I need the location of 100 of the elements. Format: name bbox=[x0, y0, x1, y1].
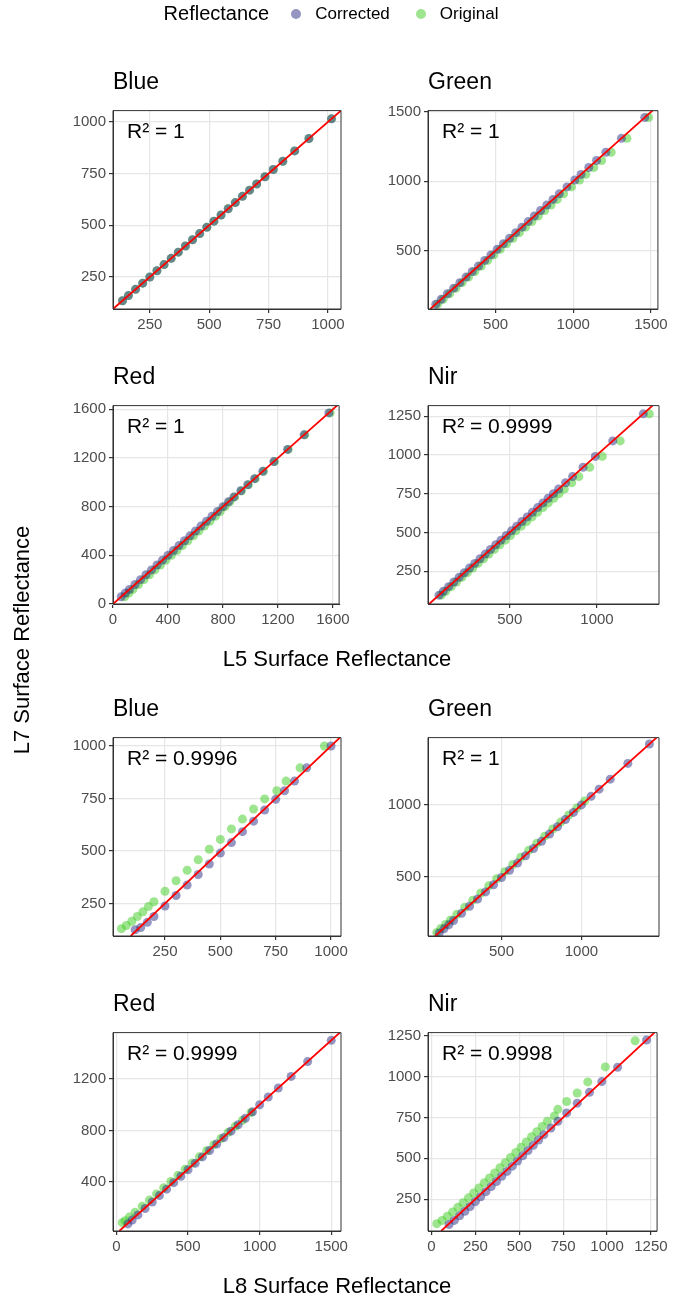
y-tick-label: 1000 bbox=[387, 795, 421, 813]
y-tick-label: 250 bbox=[395, 1189, 421, 1207]
x-tick-label: 1500 bbox=[634, 315, 668, 333]
chart-title: Green bbox=[428, 695, 492, 722]
chart-title: Nir bbox=[428, 363, 458, 390]
point bbox=[249, 804, 259, 814]
y-tick-label: 500 bbox=[395, 1148, 421, 1166]
y-axis-title: L7 Surface Reflectance bbox=[9, 525, 35, 755]
x-tick-label: 500 bbox=[489, 942, 515, 960]
point bbox=[193, 855, 203, 865]
y-tick-label: 0 bbox=[97, 594, 106, 612]
y-tick-label: 500 bbox=[80, 841, 106, 859]
x-tick-label: 1000 bbox=[564, 942, 599, 960]
y-tick-label: 1200 bbox=[72, 1069, 106, 1087]
x-tick-label: 750 bbox=[550, 1237, 576, 1255]
point bbox=[121, 921, 131, 930]
y-tick-label: 1000 bbox=[72, 736, 106, 754]
x-tick-label: 1200 bbox=[261, 610, 295, 628]
legend-title: Reflectance bbox=[163, 2, 270, 25]
point bbox=[138, 907, 148, 917]
point bbox=[542, 1116, 552, 1126]
legend-label: Original bbox=[439, 3, 499, 24]
x-tick-label: 500 bbox=[483, 315, 509, 333]
point bbox=[583, 1077, 593, 1087]
x-tick-label: 800 bbox=[210, 610, 236, 628]
x-tick-label: 1250 bbox=[634, 1237, 668, 1255]
x-tick-label: 400 bbox=[155, 610, 181, 628]
x-tick-label: 1000 bbox=[311, 315, 345, 333]
x-tick-label: 500 bbox=[175, 1237, 201, 1255]
chart-title: Blue bbox=[113, 695, 160, 722]
annotation: R² = 1 bbox=[442, 119, 500, 143]
y-tick-label: 500 bbox=[395, 240, 421, 258]
point bbox=[143, 902, 153, 912]
y-tick-label: 250 bbox=[395, 561, 421, 579]
annotation: R² = 1 bbox=[442, 746, 500, 770]
point bbox=[149, 897, 159, 907]
x-tick-label: 500 bbox=[506, 1237, 532, 1255]
point bbox=[215, 834, 225, 844]
y-tick-label: 1000 bbox=[387, 1066, 421, 1084]
y-tick-label: 750 bbox=[395, 483, 421, 501]
x-tick-label: 1000 bbox=[556, 315, 590, 333]
x-tick-label: 250 bbox=[152, 942, 178, 960]
y-tick-label: 1200 bbox=[72, 448, 106, 466]
point bbox=[553, 1104, 563, 1114]
x-tick-label: 1500 bbox=[314, 1237, 348, 1255]
y-tick-label: 250 bbox=[80, 893, 106, 911]
x-tick-label: 500 bbox=[196, 315, 222, 333]
y-tick-label: 800 bbox=[80, 496, 106, 514]
chart-title: Red bbox=[113, 990, 156, 1017]
x-tick-label: 500 bbox=[207, 942, 233, 960]
y-tick-label: 250 bbox=[80, 267, 106, 285]
point bbox=[630, 1036, 640, 1046]
y-tick-label: 1500 bbox=[387, 102, 421, 120]
y-tick-label: 500 bbox=[395, 866, 421, 884]
x-tick-label: 1000 bbox=[590, 1237, 624, 1255]
point bbox=[238, 814, 247, 824]
y-tick-label: 750 bbox=[395, 1107, 421, 1125]
y-tick-label: 1000 bbox=[387, 171, 421, 189]
x-tick-label: 1000 bbox=[314, 942, 348, 960]
y-tick-label: 800 bbox=[80, 1120, 106, 1138]
x-tick-label: 0 bbox=[112, 1237, 121, 1255]
y-tick-label: 1250 bbox=[387, 406, 421, 424]
annotation: R² = 0.9999 bbox=[442, 414, 553, 438]
y-tick-label: 1600 bbox=[72, 399, 106, 417]
y-tick-label: 400 bbox=[80, 1172, 106, 1190]
point bbox=[171, 876, 181, 886]
annotation: R² = 1 bbox=[127, 414, 185, 438]
x-tick-label: 1000 bbox=[242, 1237, 277, 1255]
chart-title: Green bbox=[428, 68, 492, 95]
x-tick-label: 0 bbox=[108, 610, 118, 628]
point bbox=[600, 1062, 610, 1072]
point bbox=[204, 844, 214, 854]
annotation: R² = 0.9999 bbox=[127, 1041, 238, 1065]
y-tick-label: 1250 bbox=[387, 1026, 421, 1044]
point bbox=[272, 786, 282, 796]
x-tick-label: 750 bbox=[256, 315, 282, 333]
y-tick-label: 1000 bbox=[387, 445, 421, 463]
y-tick-label: 400 bbox=[80, 545, 106, 563]
point bbox=[132, 911, 142, 921]
point bbox=[572, 1088, 582, 1098]
annotation: R² = 1 bbox=[127, 119, 185, 143]
x-tick-label: 750 bbox=[263, 942, 289, 960]
x-axis-title: L5 Surface Reflectance bbox=[222, 646, 452, 671]
y-tick-label: 750 bbox=[80, 788, 106, 806]
y-tick-label: 1000 bbox=[72, 112, 106, 130]
y-tick-label: 500 bbox=[395, 522, 421, 540]
point bbox=[281, 776, 291, 786]
y-tick-label: 500 bbox=[80, 215, 106, 233]
chart-title: Nir bbox=[428, 990, 458, 1017]
point bbox=[562, 1097, 572, 1107]
annotation: R² = 0.9996 bbox=[127, 746, 238, 770]
x-tick-label: 1000 bbox=[580, 610, 614, 628]
chart-title: Red bbox=[113, 363, 156, 390]
x-tick-label: 250 bbox=[462, 1237, 488, 1255]
y-tick-label: 750 bbox=[80, 163, 106, 181]
point bbox=[226, 824, 236, 834]
point bbox=[260, 794, 270, 804]
x-tick-label: 500 bbox=[497, 610, 523, 628]
x-tick-label: 1600 bbox=[316, 610, 350, 628]
annotation: R² = 0.9998 bbox=[442, 1041, 553, 1065]
